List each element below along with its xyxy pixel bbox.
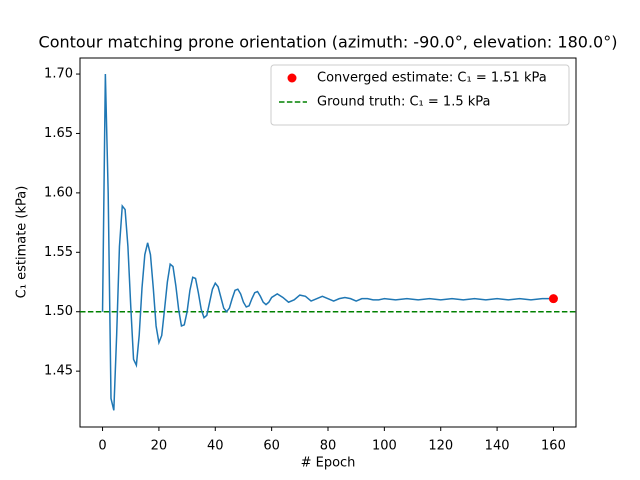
x-tick-label: 100 bbox=[372, 439, 397, 454]
converged-marker bbox=[548, 294, 558, 304]
y-tick-label: 1.50 bbox=[44, 304, 73, 319]
y-axis-label: C₁ estimate (kPa) bbox=[15, 186, 30, 299]
y-tick-label: 1.70 bbox=[44, 67, 73, 82]
x-tick-label: 120 bbox=[428, 439, 453, 454]
y-tick-label: 1.65 bbox=[44, 126, 73, 141]
x-tick-label: 160 bbox=[541, 439, 566, 454]
y-tick-label: 1.60 bbox=[44, 185, 73, 200]
x-tick-label: 40 bbox=[207, 439, 224, 454]
chart-title: Contour matching prone orientation (azim… bbox=[39, 33, 618, 52]
legend-label: Converged estimate: C₁ = 1.51 kPa bbox=[317, 71, 547, 86]
x-tick-label: 80 bbox=[320, 439, 337, 454]
legend-box bbox=[270, 64, 570, 126]
data-line bbox=[101, 74, 554, 411]
legend-marker bbox=[287, 73, 297, 83]
y-tick-label: 1.55 bbox=[44, 245, 73, 260]
x-tick-label: 0 bbox=[98, 439, 106, 454]
legend-label: Ground truth: C₁ = 1.5 kPa bbox=[317, 95, 490, 110]
x-axis-label: # Epoch bbox=[301, 456, 356, 471]
y-tick-label: 1.45 bbox=[44, 364, 73, 379]
x-tick-label: 20 bbox=[151, 439, 168, 454]
x-tick-label: 60 bbox=[263, 439, 280, 454]
x-tick-label: 140 bbox=[485, 439, 510, 454]
